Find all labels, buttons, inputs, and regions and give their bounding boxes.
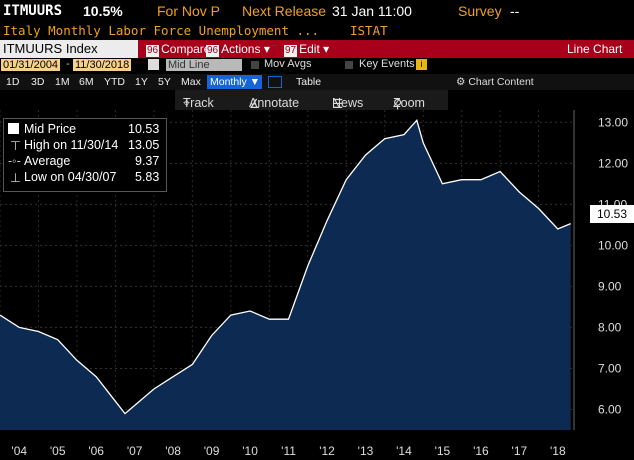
chart-legend[interactable]: Mid Price 10.53 ⊤ High on 11/30/14 13.05… [3, 118, 167, 192]
survey-label: Survey [458, 3, 502, 19]
ticker-label[interactable]: ITMUURS [3, 3, 63, 19]
chart-tools: ⌖ Track ∠ Annotate ☰ News ⚲ Zoom [175, 90, 448, 111]
period-ytd[interactable]: YTD [104, 76, 125, 88]
table-button[interactable]: Table [296, 76, 322, 88]
start-date-input[interactable]: 01/31/2004 [1, 59, 61, 71]
magnifier-icon: ⚲ [393, 97, 403, 111]
line-chart-icon[interactable] [268, 76, 282, 88]
legend-high-value: 13.05 [128, 138, 160, 152]
calendar-icon[interactable] [148, 59, 159, 70]
y-tick-label: 7.00 [598, 361, 622, 375]
x-tick-label: '17 [512, 444, 528, 458]
x-tick-label: '06 [88, 444, 104, 458]
legend-high-label: High on 11/30/14 [24, 138, 119, 152]
last-value-tag: 10.53 [590, 205, 634, 223]
source-label: ISTAT [350, 23, 388, 38]
news-icon: ☰ [332, 97, 344, 111]
series-line [0, 118, 571, 415]
edit-button[interactable]: 97 Edit ▾ [284, 42, 330, 57]
chart-type-label: Line Chart [567, 42, 623, 56]
pencil-icon: ∠ [249, 97, 261, 111]
x-tick-label: '12 [319, 444, 335, 458]
x-tick-label: '07 [127, 444, 143, 458]
legend-low-label: Low on 04/30/07 [24, 170, 117, 184]
legend-low-value: 5.83 [135, 170, 160, 184]
period-max[interactable]: Max [181, 76, 201, 88]
frequency-dropdown[interactable]: Monthly ▼ [207, 75, 262, 89]
y-tick-label: 13.00 [598, 115, 628, 129]
compare-button[interactable]: 96 Compare [146, 42, 211, 57]
key-events-checkbox[interactable] [345, 61, 353, 69]
period-5y[interactable]: 5Y [158, 76, 171, 88]
average-marker-icon: -◦- [8, 154, 21, 168]
y-tick-label: 12.00 [598, 156, 628, 170]
dropdown-arrow-icon: ▾ [319, 42, 330, 56]
period-selector-row: 1D 3D 1M 6M YTD 1Y 5Y Max Monthly ▼ Tabl… [0, 74, 634, 90]
x-tick-label: '16 [473, 444, 489, 458]
legend-avg-value: 9.37 [135, 154, 160, 168]
area-fill [0, 120, 571, 431]
key-events-label: Key Events [359, 58, 415, 70]
dropdown-arrow-icon: ▾ [260, 42, 270, 56]
y-tick-label: 10.00 [598, 238, 628, 252]
x-tick-label: '08 [165, 444, 181, 458]
range-separator: - [66, 58, 70, 70]
mov-avgs-label: Mov Avgs [264, 58, 312, 70]
period-3d[interactable]: 3D [31, 76, 45, 88]
info-icon[interactable]: i [416, 59, 427, 70]
y-tick-label: 6.00 [598, 402, 622, 416]
series-swatch-icon [8, 123, 19, 134]
date-range-row: 01/31/2004 - 11/30/2018 Mid Line Mov Avg… [0, 58, 634, 72]
x-tick-label: '04 [11, 444, 27, 458]
legend-avg-label: Average [24, 154, 71, 168]
next-release-value: 31 Jan 11:00 [332, 3, 412, 19]
x-tick-label: '14 [396, 444, 412, 458]
x-tick-label: '15 [435, 444, 451, 458]
x-tick-label: '09 [204, 444, 220, 458]
price-field-select[interactable]: Mid Line [166, 59, 242, 71]
x-tick-label: '05 [50, 444, 66, 458]
security-header: ITMUURS 10.5% For Nov P Next Release 31 … [0, 0, 634, 22]
security-description: Italy Monthly Labor Force Unemployment .… [3, 23, 320, 38]
x-tick-label: '13 [358, 444, 374, 458]
security-input[interactable]: ITMUURS Index [0, 40, 138, 58]
next-release-label: Next Release [242, 3, 327, 19]
end-date-input[interactable]: 11/30/2018 [73, 59, 132, 71]
crosshair-icon: ⌖ [183, 96, 191, 110]
x-axis: '04 '05 '06 '07 '08 '09 '10 '11 '12 '13 '14 '15 '16 '… [11, 444, 566, 458]
actions-button[interactable]: 96 Actions ▾ [206, 42, 270, 57]
mov-avgs-checkbox[interactable] [251, 61, 259, 69]
y-tick-label: 8.00 [598, 320, 622, 334]
x-tick-label: '18 [550, 444, 566, 458]
survey-value: -- [510, 3, 520, 19]
low-marker-icon: ⊥ [10, 171, 21, 185]
function-toolbar: 96 Compare 96 Actions ▾ 97 Edit ▾ Line Char… [0, 40, 634, 58]
dropdown-arrow-icon: ▼ [246, 76, 261, 88]
period-1m[interactable]: 1M [55, 76, 70, 88]
period-1d[interactable]: 1D [6, 76, 20, 88]
chart-content-button[interactable]: ⚙ Chart Content [456, 76, 534, 88]
x-tick-label: '10 [242, 444, 258, 458]
description-row: Italy Monthly Labor Force Unemployment .… [0, 22, 634, 40]
y-tick-label: 9.00 [598, 279, 622, 293]
last-value: 10.5% [83, 3, 123, 19]
legend-mid-value: 10.53 [128, 122, 160, 136]
legend-mid-label: Mid Price [24, 122, 77, 136]
gear-icon: ⚙ [456, 76, 469, 88]
x-tick-label: '11 [281, 444, 296, 458]
period-label: For Nov P [157, 3, 221, 19]
period-1y[interactable]: 1Y [135, 76, 148, 88]
period-6m[interactable]: 6M [79, 76, 94, 88]
high-marker-icon: ⊤ [10, 139, 21, 153]
